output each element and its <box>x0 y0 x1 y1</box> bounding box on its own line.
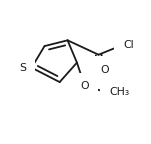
Text: Cl: Cl <box>123 40 134 50</box>
Text: O: O <box>80 81 89 91</box>
Text: O: O <box>100 65 109 75</box>
Text: S: S <box>19 63 26 73</box>
Text: CH₃: CH₃ <box>109 87 129 97</box>
